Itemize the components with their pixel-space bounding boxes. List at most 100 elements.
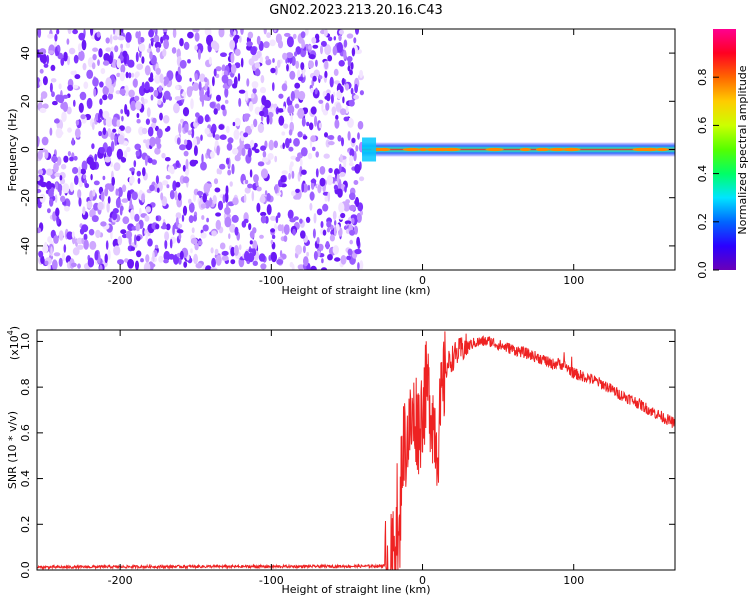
noise-speck: [175, 85, 180, 91]
noise-speck: [100, 221, 107, 227]
noise-speck: [335, 102, 342, 113]
noise-speck: [127, 190, 131, 202]
noise-speck: [247, 147, 252, 158]
y-scale-prefix: (x10: [8, 335, 21, 360]
noise-speck: [72, 247, 80, 256]
noise-speck: [326, 227, 331, 233]
noise-speck: [339, 154, 343, 163]
noise-speck: [333, 225, 337, 237]
noise-speck: [252, 227, 257, 234]
noise-speck: [105, 240, 109, 250]
noise-speck: [195, 262, 203, 269]
noise-speck: [221, 250, 229, 256]
noise-speck: [91, 215, 99, 223]
noise-speck: [198, 81, 202, 91]
y-tick-label: -20: [19, 189, 32, 207]
x-tick-label: -100: [259, 574, 284, 587]
noise-speck: [164, 231, 170, 241]
noise-speck: [86, 69, 94, 80]
noise-speck: [190, 98, 194, 110]
noise-speck: [165, 175, 171, 180]
noise-speck: [308, 45, 312, 50]
noise-speck: [311, 37, 317, 44]
noise-speck: [234, 48, 241, 57]
noise-speck: [299, 218, 303, 224]
noise-speck: [274, 184, 279, 194]
noise-speck: [120, 64, 126, 74]
noise-speck: [279, 250, 283, 258]
noise-speck: [316, 237, 320, 245]
noise-speck: [84, 183, 90, 189]
noise-speck: [324, 44, 332, 56]
noise-speck: [327, 55, 333, 62]
noise-speck: [147, 238, 153, 247]
noise-speck: [59, 188, 62, 196]
noise-speck: [274, 65, 278, 76]
noise-speck: [110, 132, 115, 141]
noise-speck: [214, 134, 220, 141]
noise-speck: [219, 134, 227, 140]
noise-speck: [156, 187, 160, 193]
noise-speck: [281, 131, 286, 136]
noise-speck: [122, 216, 130, 225]
noise-speck: [105, 116, 113, 127]
noise-speck: [339, 171, 346, 177]
noise-speck: [227, 169, 232, 176]
noise-speck: [300, 147, 308, 157]
noise-speck: [270, 228, 276, 233]
noise-speck: [286, 36, 294, 48]
noise-speck: [188, 202, 195, 213]
noise-speck: [251, 93, 255, 99]
noise-speck: [204, 83, 208, 91]
noise-speck: [184, 165, 190, 176]
noise-speck: [81, 237, 85, 245]
noise-speck: [325, 139, 330, 148]
noise-speck: [47, 208, 51, 214]
colorbar-label: Normalized spectral amplitude: [736, 65, 749, 234]
noise-speck: [200, 161, 207, 171]
noise-speck: [333, 68, 339, 76]
noise-speck: [350, 62, 354, 70]
noise-speck: [66, 38, 70, 45]
noise-speck: [320, 45, 323, 55]
noise-speck: [177, 223, 183, 229]
noise-speck: [326, 89, 331, 95]
noise-region: [37, 29, 365, 270]
noise-speck: [354, 248, 362, 255]
y-scale-suffix: ): [8, 326, 21, 330]
noise-speck: [292, 228, 296, 236]
noise-speck: [328, 167, 333, 174]
noise-speck: [38, 250, 44, 258]
noise-speck: [333, 36, 336, 41]
noise-speck: [260, 75, 265, 84]
noise-speck: [62, 183, 70, 194]
noise-speck: [290, 113, 293, 122]
noise-speck: [305, 216, 311, 223]
noise-speck: [42, 244, 49, 254]
noise-speck: [207, 87, 210, 98]
noise-speck: [182, 205, 188, 216]
noise-speck: [73, 155, 78, 161]
noise-speck: [44, 149, 49, 159]
noise-speck: [318, 99, 324, 104]
noise-speck: [232, 148, 239, 155]
noise-speck: [213, 108, 218, 115]
noise-speck: [209, 197, 213, 207]
noise-speck: [316, 208, 323, 216]
noise-speck: [275, 215, 279, 224]
noise-speck: [50, 78, 57, 83]
noise-speck: [281, 170, 288, 175]
noise-speck: [243, 132, 249, 138]
noise-speck: [306, 121, 310, 127]
noise-speck: [78, 197, 82, 207]
noise-speck: [310, 265, 317, 270]
noise-speck: [172, 224, 175, 236]
noise-speck: [119, 71, 126, 82]
colorbar-tick-label: 0.2: [696, 213, 709, 231]
noise-speck: [230, 259, 236, 265]
noise-speck: [230, 52, 235, 64]
noise-speck: [114, 135, 118, 146]
noise-speck: [249, 169, 253, 178]
noise-speck: [122, 184, 127, 193]
noise-speck: [327, 191, 331, 202]
